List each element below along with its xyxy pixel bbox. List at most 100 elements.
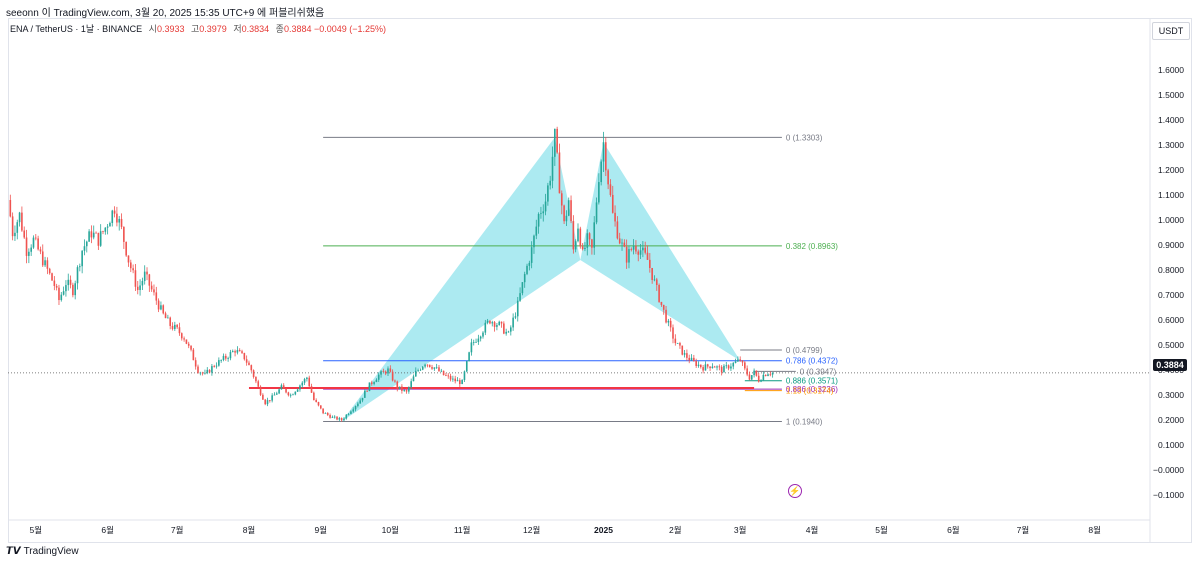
candle: [224, 353, 227, 361]
candle: [771, 372, 774, 378]
candle: [357, 401, 359, 408]
candle: [401, 384, 403, 394]
candle-body: [683, 353, 686, 355]
candle-body: [160, 305, 162, 310]
candle-body: [222, 355, 225, 360]
candle-body: [565, 215, 568, 222]
candle-body: [169, 317, 172, 326]
lightning-icon[interactable]: ⚡: [788, 484, 802, 498]
candle-body: [556, 128, 558, 153]
candle: [183, 336, 185, 342]
candle: [141, 277, 144, 291]
candle-body: [183, 338, 185, 340]
candle: [76, 265, 79, 290]
candle-body: [366, 390, 368, 392]
candle: [264, 398, 267, 406]
candle-body: [192, 349, 195, 361]
tradingview-brand[interactable]: 𝙏𝙑 TradingView: [6, 546, 79, 557]
publish-caption-bar: seeonn 이 TradingView.com, 3월 20, 2025 15…: [0, 0, 1200, 19]
candle-body: [500, 321, 503, 324]
candle-body: [442, 370, 445, 376]
candle: [150, 281, 153, 292]
candle: [549, 175, 552, 190]
candle: [651, 267, 653, 284]
candle: [55, 283, 58, 291]
candle-body: [711, 366, 714, 369]
y-tick-label: 1.5000: [1158, 90, 1184, 100]
candle-body: [398, 386, 401, 389]
x-tick-label: 3월: [734, 525, 747, 535]
candle: [486, 318, 489, 325]
candle-body: [412, 376, 415, 382]
candle-body: [336, 416, 338, 420]
candle: [734, 358, 737, 364]
candle-body: [771, 372, 774, 375]
candle-body: [134, 270, 137, 287]
candle-body: [424, 364, 426, 367]
candle: [220, 359, 222, 363]
candle: [194, 357, 197, 370]
candle-body: [155, 292, 158, 301]
close-value: 0.3884: [283, 24, 312, 34]
candle-body: [289, 394, 292, 396]
candle: [72, 282, 74, 298]
candle-body: [120, 218, 123, 227]
candle-body: [9, 200, 12, 217]
candle: [41, 244, 44, 268]
pattern-bcd-triangle: [580, 142, 741, 361]
candle: [405, 388, 408, 394]
candle: [308, 375, 311, 388]
candle-body: [30, 247, 32, 252]
candle-body: [452, 378, 454, 380]
candle: [208, 369, 211, 373]
candle: [343, 417, 345, 422]
symbol-name[interactable]: ENA / TetherUS · 1날 · BINANCE: [10, 24, 143, 34]
candle: [744, 360, 746, 371]
candle: [642, 241, 644, 258]
candle: [424, 363, 426, 369]
candle: [21, 206, 23, 232]
candle: [143, 265, 146, 285]
candle: [470, 338, 473, 356]
candle: [586, 229, 589, 256]
candle-body: [447, 375, 450, 377]
candle: [180, 332, 183, 341]
candle-body: [213, 366, 216, 367]
candle-body: [102, 231, 104, 232]
candle-body: [421, 366, 424, 370]
candle: [762, 371, 765, 382]
candle-body: [655, 279, 658, 285]
candle: [257, 379, 260, 387]
candle: [737, 356, 739, 362]
candle: [354, 405, 357, 412]
candle-body: [373, 382, 375, 384]
candle: [192, 348, 195, 361]
candle-body: [767, 374, 769, 377]
candle-body: [713, 366, 716, 368]
candle: [577, 223, 579, 243]
candle: [591, 238, 593, 255]
currency-unit-button[interactable]: USDT: [1152, 22, 1190, 40]
candle-body: [547, 185, 549, 202]
candle: [134, 263, 137, 292]
candle: [521, 282, 524, 296]
candle: [456, 377, 459, 382]
candle-body: [609, 184, 612, 195]
time-axis: 5월 6월 7월 8월 9월 10월 11월 12월 2025 2월 3월 4월 5월 6월 7월 8월: [8, 519, 1150, 535]
candle-body: [187, 343, 190, 346]
candle-body: [85, 241, 88, 247]
x-tick-label: 6월: [947, 525, 960, 535]
candle: [628, 246, 630, 269]
candle-body: [206, 369, 209, 373]
candle-body: [519, 293, 521, 301]
candle-body: [148, 274, 151, 286]
candle: [688, 354, 691, 364]
candle-body: [686, 353, 688, 358]
candle: [398, 386, 401, 390]
candle-body: [92, 232, 95, 238]
candle: [62, 286, 65, 296]
candle: [421, 366, 424, 371]
candle-body: [621, 242, 623, 244]
candle: [211, 363, 213, 376]
